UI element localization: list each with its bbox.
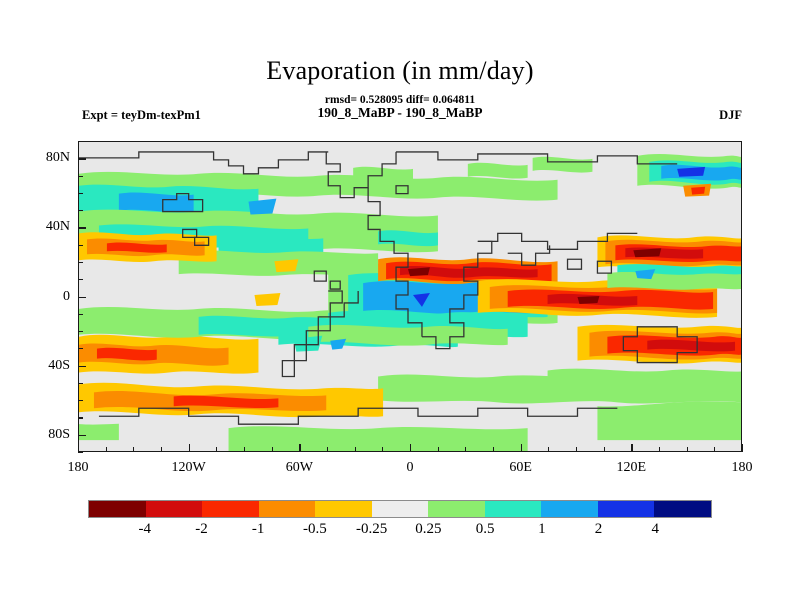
- x-axis-label: 120W: [171, 460, 206, 475]
- y-axis-major-tick: [78, 158, 86, 160]
- colorbar-band-4: [315, 501, 372, 517]
- x-axis-minor-tick: [161, 447, 163, 452]
- y-axis-major-tick: [78, 365, 86, 367]
- x-axis-label: 60W: [285, 460, 313, 475]
- x-axis-minor-tick: [382, 447, 384, 452]
- x-axis-minor-tick: [576, 447, 578, 452]
- x-axis-label: 180: [67, 460, 89, 475]
- x-axis-minor-tick: [686, 447, 688, 452]
- colorbar-band-9: [597, 501, 655, 517]
- x-axis-major-tick: [78, 444, 80, 452]
- colorbar-tick-label: -0.25: [356, 521, 388, 537]
- x-axis-minor-tick: [437, 447, 439, 452]
- colorbar-band-3: [258, 501, 316, 517]
- y-axis-minor-tick: [78, 313, 83, 315]
- x-axis-major-tick: [299, 444, 301, 452]
- x-axis-minor-tick: [493, 447, 495, 452]
- colorbar-band-1: [145, 501, 203, 517]
- y-axis-minor-tick: [78, 175, 83, 177]
- colorbar-tick-label: 1: [538, 521, 546, 537]
- experiment-label: Expt = teyDm-texPm1: [82, 108, 201, 122]
- y-axis-minor-tick: [78, 261, 83, 264]
- y-axis-label: 80S: [48, 426, 70, 442]
- colorbar-band-7: [484, 501, 542, 517]
- x-axis-minor-tick: [354, 447, 356, 452]
- x-axis-minor-tick: [327, 447, 329, 452]
- x-axis-label: 60E: [509, 460, 532, 475]
- page-title: Evaporation (in mm/day): [266, 56, 534, 85]
- y-axis-minor-tick: [78, 244, 83, 246]
- y-axis-minor-tick: [78, 210, 83, 212]
- x-axis-minor-tick: [465, 447, 467, 452]
- y-axis-label: 40N: [45, 219, 70, 235]
- x-axis-label: 0: [406, 460, 414, 475]
- x-axis-major-tick: [742, 444, 744, 452]
- x-axis-minor-tick: [271, 447, 273, 452]
- colorbar-tick-label: 4: [651, 521, 660, 537]
- y-axis-minor-tick: [78, 279, 83, 281]
- x-axis-label: 120E: [616, 460, 647, 475]
- colorbar-tick-label: 0.5: [475, 521, 495, 537]
- x-axis-minor-tick: [603, 447, 605, 452]
- case-comparison-label: 190_8_MaBP - 190_8_MaBP: [317, 105, 483, 120]
- colorbar-band-5: [371, 501, 429, 517]
- x-axis-minor-tick: [216, 447, 218, 452]
- y-axis-minor-tick: [78, 400, 83, 402]
- x-axis-major-tick: [520, 444, 522, 452]
- y-axis-minor-tick: [78, 192, 83, 194]
- y-axis-label: 0: [63, 288, 70, 304]
- y-axis-minor-tick: [78, 141, 83, 143]
- x-axis-major-tick: [188, 444, 190, 452]
- colorbar-tick-label: -4: [138, 521, 151, 537]
- season-label: DJF: [719, 108, 742, 122]
- colorbar-tick-label: -2: [195, 521, 208, 537]
- colorbar-tick-label: -0.5: [303, 521, 327, 537]
- colorbar-band-10: [654, 501, 712, 517]
- x-axis-minor-tick: [548, 447, 550, 452]
- x-axis-minor-tick: [714, 447, 716, 452]
- x-axis-minor-tick: [244, 447, 246, 452]
- x-axis-major-tick: [631, 444, 633, 452]
- x-axis-label: 180: [731, 460, 753, 475]
- colorbar-band-6: [428, 501, 485, 517]
- colorbar: [88, 500, 712, 518]
- x-axis-minor-tick: [133, 447, 135, 452]
- y-axis-minor-tick: [78, 331, 83, 333]
- y-axis-major-tick: [78, 434, 86, 437]
- colorbar-band-0: [89, 501, 146, 517]
- colorbar-tick-label: 2: [594, 521, 603, 537]
- map-plot-area: [78, 141, 742, 452]
- x-axis-major-tick: [410, 444, 412, 452]
- colorbar-tick-label: -1: [251, 521, 265, 537]
- y-axis-minor-tick: [78, 417, 83, 419]
- colorbar-tick-label: 0.25: [415, 521, 442, 537]
- colorbar-band-2: [202, 501, 259, 517]
- y-axis-minor-tick: [78, 452, 83, 454]
- x-axis-minor-tick: [105, 447, 107, 452]
- y-axis-major-tick: [78, 296, 86, 298]
- contour-field: [79, 142, 741, 451]
- y-axis-major-tick: [78, 227, 86, 229]
- y-axis-minor-tick: [78, 382, 83, 384]
- y-axis-minor-tick: [78, 348, 83, 350]
- x-axis-minor-tick: [659, 447, 661, 452]
- colorbar-band-8: [541, 501, 598, 517]
- colorbar-bands: [88, 500, 712, 518]
- statistics-annotation: rmsd= 0.528095 diff= 0.064811: [324, 94, 476, 106]
- y-axis-label: 80N: [45, 150, 70, 166]
- y-axis-label: 40S: [48, 357, 70, 373]
